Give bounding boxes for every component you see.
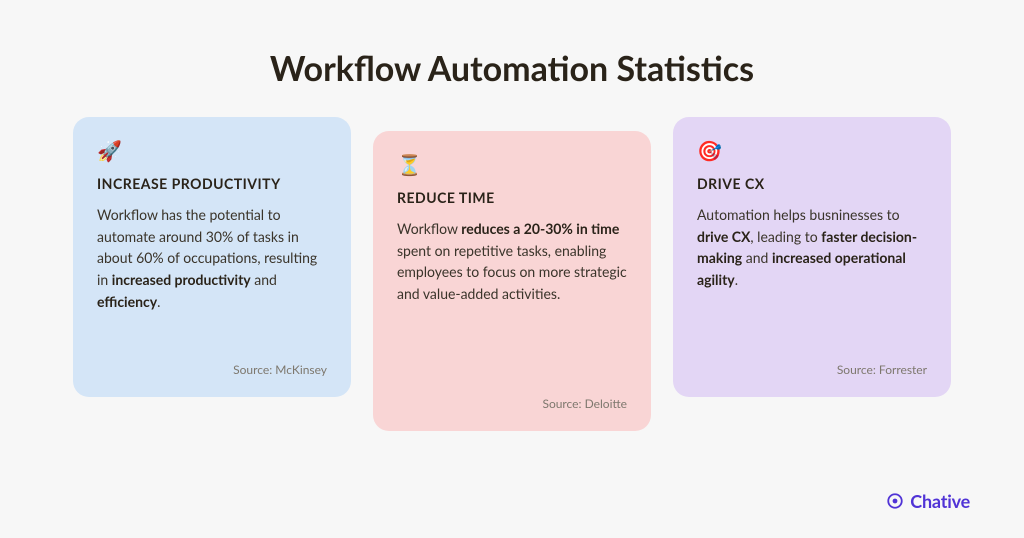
card-reduce-time: ⏳ REDUCE TIME Workflow reduces a 20-30% … (373, 131, 651, 431)
card-body: Workflow reduces a 20-30% in time spent … (397, 218, 627, 380)
brand-logo: Chative (886, 490, 970, 512)
rocket-icon: 🚀 (97, 141, 327, 161)
card-source: Source: Forrester (697, 362, 927, 377)
chat-bubble-icon (886, 492, 904, 510)
card-title: INCREASE PRODUCTIVITY (97, 175, 327, 192)
card-source: Source: McKinsey (97, 362, 327, 377)
hourglass-icon: ⏳ (397, 155, 627, 175)
card-body: Automation helps busninesses to drive CX… (697, 204, 927, 346)
card-body: Workflow has the potential to automate a… (97, 204, 327, 346)
card-source: Source: Deloitte (397, 396, 627, 411)
target-icon: 🎯 (697, 141, 927, 161)
card-title: REDUCE TIME (397, 189, 627, 206)
card-title: DRIVE CX (697, 175, 927, 192)
card-productivity: 🚀 INCREASE PRODUCTIVITY Workflow has the… (73, 117, 351, 397)
card-drive-cx: 🎯 DRIVE CX Automation helps busninesses … (673, 117, 951, 397)
cards-row: 🚀 INCREASE PRODUCTIVITY Workflow has the… (0, 117, 1024, 431)
brand-name: Chative (910, 490, 970, 512)
page-title: Workflow Automation Statistics (0, 0, 1024, 117)
